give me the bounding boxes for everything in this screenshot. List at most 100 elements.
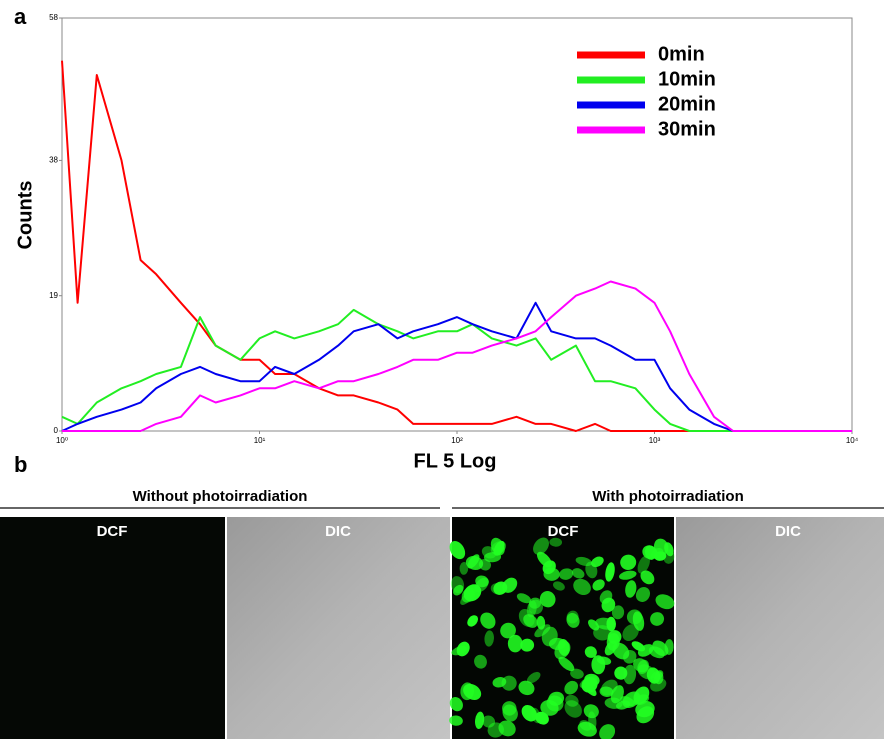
cell [595, 617, 615, 630]
cell [622, 624, 639, 642]
panel-label: b [14, 452, 27, 477]
cell [619, 570, 637, 580]
condition-label: Without photoirradiation [133, 488, 308, 505]
cell [570, 668, 584, 679]
cell [637, 555, 650, 574]
y-tick-label: 38 [49, 156, 58, 165]
cells [449, 537, 675, 741]
series-line [61, 301, 852, 432]
cell [453, 584, 464, 596]
cell [633, 694, 650, 706]
cell [591, 556, 604, 568]
cell [599, 590, 613, 604]
cell [539, 591, 556, 608]
cell [564, 700, 582, 718]
cell [579, 675, 598, 689]
cell [559, 568, 574, 580]
plot-frame [61, 17, 853, 432]
x-tick-label: 10⁴ [846, 436, 859, 445]
panel-label: a [14, 4, 27, 29]
cell [534, 624, 551, 638]
cell [553, 581, 565, 591]
cell [502, 577, 518, 593]
cell [566, 612, 580, 628]
cell [535, 711, 549, 725]
cell [467, 554, 480, 569]
cell [493, 540, 505, 556]
cell [449, 540, 466, 560]
series-line [61, 308, 852, 432]
cell [520, 638, 535, 652]
cell [635, 587, 651, 602]
cell [584, 646, 597, 658]
cell [596, 656, 612, 665]
y-tick-label: 0 [54, 426, 59, 435]
cell [502, 704, 518, 722]
cell [625, 580, 637, 598]
cell [500, 622, 516, 639]
cell [592, 579, 605, 591]
cell [611, 605, 625, 620]
legend-label: 20min [658, 93, 716, 115]
y-axis-label: Counts [14, 181, 36, 250]
y-tick-label: 19 [49, 291, 58, 300]
cell [631, 641, 646, 652]
cell [650, 670, 664, 683]
cell [546, 695, 564, 712]
cell [467, 615, 479, 627]
cell [480, 612, 496, 629]
cell [523, 614, 538, 628]
cell [612, 642, 630, 660]
legend-label: 10min [658, 68, 716, 90]
cell [600, 679, 618, 696]
x-tick-label: 10¹ [254, 436, 266, 445]
cell [650, 547, 664, 559]
cell [492, 676, 507, 688]
cell [571, 568, 585, 579]
x-axis-label: FL 5 Log [414, 450, 497, 472]
series-line [62, 280, 852, 432]
cell [620, 554, 637, 570]
cell [564, 680, 578, 695]
cell [635, 701, 655, 718]
cell [529, 597, 542, 609]
cell [487, 722, 504, 738]
cell [577, 721, 597, 737]
cell [474, 711, 485, 729]
x-tick-label: 10⁰ [56, 436, 68, 445]
micrograph [676, 517, 884, 739]
x-tick-label: 10² [451, 436, 463, 445]
cell [484, 630, 494, 647]
cell [650, 612, 665, 626]
cell [521, 705, 538, 722]
cell [558, 656, 575, 672]
cell [459, 561, 469, 575]
cell [648, 646, 665, 659]
cell [640, 570, 655, 585]
cell [637, 664, 656, 680]
cell [614, 666, 628, 680]
cell [449, 715, 463, 726]
cell [626, 609, 643, 625]
cell [605, 562, 615, 582]
cell [549, 537, 563, 547]
x-tick-label: 10³ [649, 436, 661, 445]
cell [542, 560, 556, 575]
condition-label: With photoirradiation [592, 488, 744, 505]
cell [604, 697, 623, 709]
cell [527, 671, 541, 684]
cell [620, 696, 635, 707]
legend-label: 30min [658, 118, 716, 140]
cell [507, 634, 523, 653]
cell [599, 724, 616, 741]
cell [451, 645, 467, 656]
micrograph [0, 517, 225, 739]
cell [490, 583, 507, 595]
cell [575, 556, 593, 567]
cell [463, 683, 482, 700]
series-line [61, 60, 852, 432]
image-label: DCF [548, 523, 579, 540]
cell [548, 637, 566, 650]
image-label: DIC [775, 523, 801, 540]
